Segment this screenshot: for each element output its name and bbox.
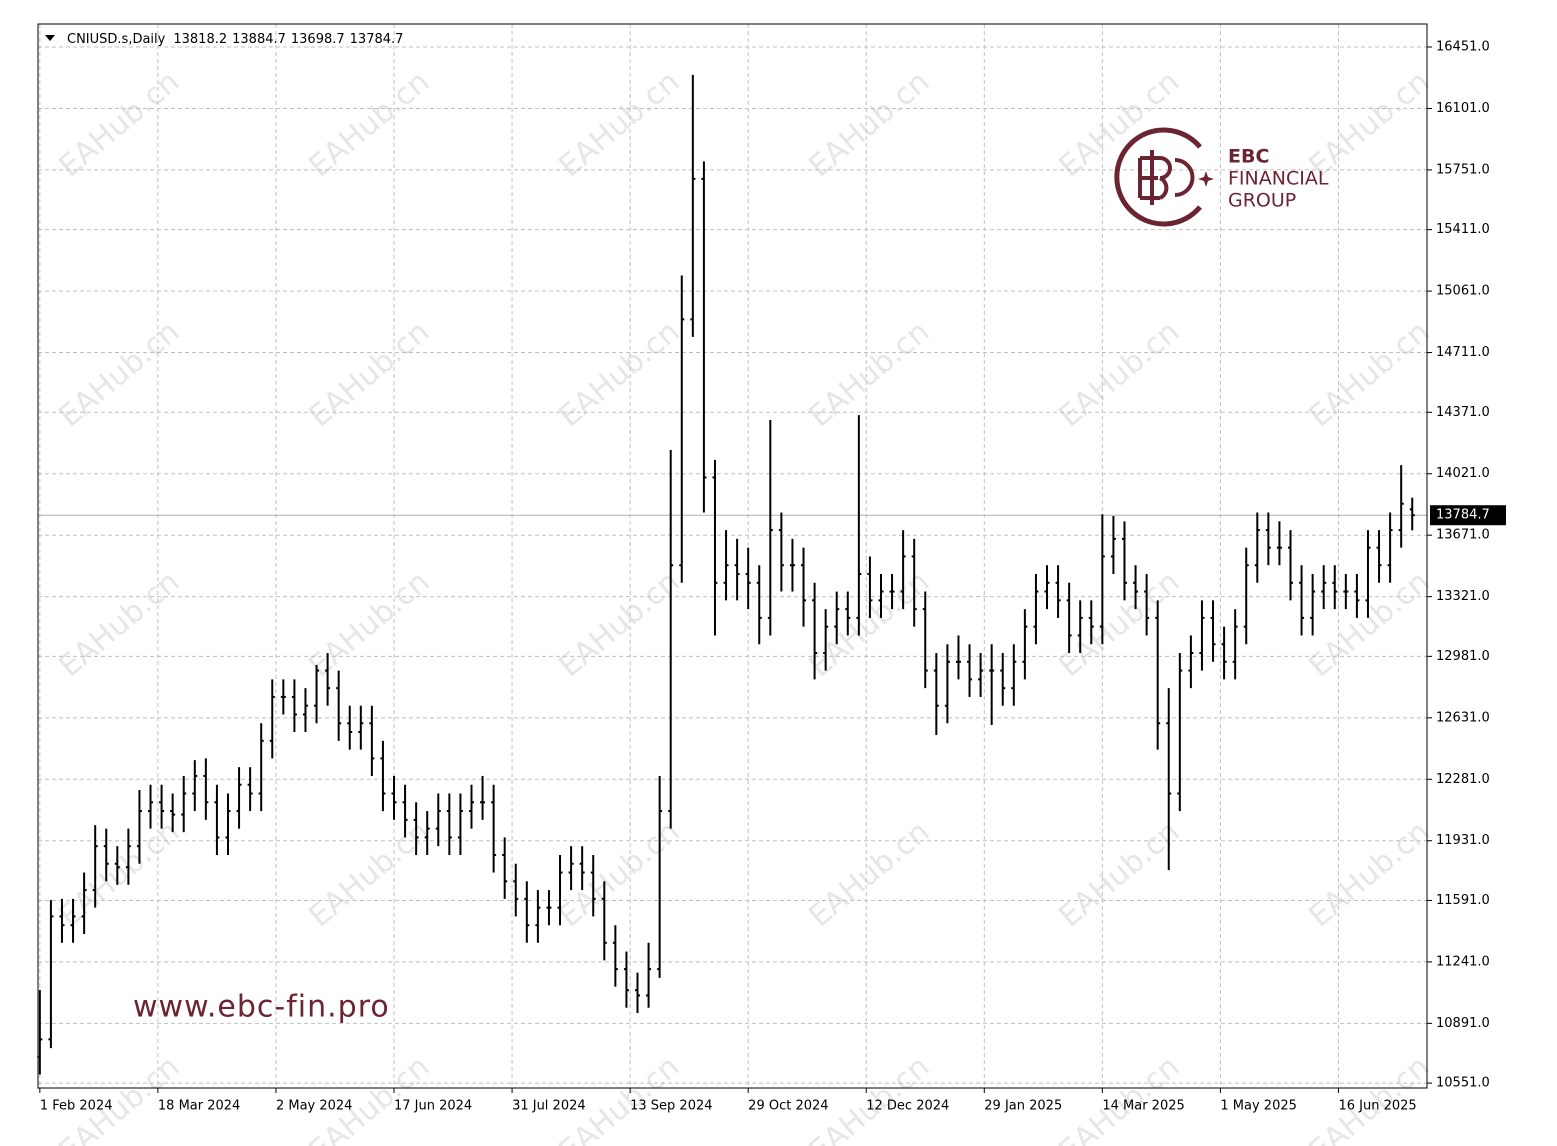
bars [37,74,1415,1075]
watermark: EAHub.cn [53,314,187,434]
watermark: EAHub.cn [1053,814,1187,934]
y-tick-label: 16451.0 [1436,40,1490,55]
y-tick-label: 13321.0 [1436,589,1490,604]
menu-arrow[interactable] [45,35,55,41]
y-tick-label: 10551.0 [1436,1076,1490,1091]
watermark: EAHub.cn [303,64,437,184]
watermark: EAHub.cn [1553,564,1557,684]
watermarks: EAHub.cn EAHub.cn EAHub.cn EAHub.cn EAHub.cn… [53,64,1557,1146]
watermark: EAHub.cn [1303,314,1437,434]
watermark: EAHub.cn [303,564,437,684]
x-tick-label: 17 Jun 2024 [394,1099,472,1114]
watermark: EAHub.cn [803,64,937,184]
chart-title: CNIUSD.s,Daily [67,32,166,47]
watermark: EAHub.cn [1553,1049,1557,1146]
y-tick-label: 12631.0 [1436,710,1490,725]
logo-text: EBC [1228,146,1269,168]
watermark: EAHub.cn [1553,314,1557,434]
y-tick-label: 16101.0 [1436,101,1490,116]
y-tick-label: 12981.0 [1436,649,1490,664]
watermark: EAHub.cn [1303,564,1437,684]
x-tick-label: 1 May 2025 [1220,1099,1297,1114]
watermark: EAHub.cn [1053,314,1187,434]
y-tick-label: 15061.0 [1436,284,1490,299]
watermark: EAHub.cn [1553,814,1557,934]
x-tick-label: 18 Mar 2024 [158,1099,240,1114]
y-tick-label: 14371.0 [1436,405,1490,420]
x-tick-label: 31 Jul 2024 [512,1099,586,1114]
watermark: EAHub.cn [553,814,687,934]
watermark: EAHub.cn [1053,564,1187,684]
y-tick-label: 10891.0 [1436,1016,1490,1031]
watermark: EAHub.cn [553,564,687,684]
y-tick-label: 14021.0 [1436,466,1490,481]
logo-text: FINANCIAL [1228,168,1329,190]
watermark: EAHub.cn [1553,64,1557,184]
x-tick-label: 16 Jun 2025 [1338,1099,1416,1114]
x-tick-label: 12 Dec 2024 [866,1099,949,1114]
watermark: EAHub.cn [303,314,437,434]
header-open: 13818.2 [173,32,227,47]
watermark: EAHub.cn [803,314,937,434]
watermark: EAHub.cn [53,64,187,184]
watermark: EAHub.cn [803,814,937,934]
y-tick-label: 11241.0 [1436,954,1490,969]
x-tick-label: 1 Feb 2024 [40,1099,113,1114]
y-tick-label: 15751.0 [1436,162,1490,177]
header-close: 13784.7 [350,32,404,47]
x-tick-label: 29 Jan 2025 [984,1099,1062,1114]
y-tick-label: 11591.0 [1436,893,1490,908]
watermark: EAHub.cn [1303,814,1437,934]
website: www.ebc-fin.pro [133,990,390,1025]
header-low: 13698.7 [291,32,345,47]
chart-header: CNIUSD.s,Daily 13818.2 13884.7 13698.7 13784… [67,32,403,47]
current-price-label: 13784.7 [1436,508,1490,523]
logo-star [1198,171,1214,187]
y-tick-label: 14711.0 [1436,345,1490,360]
header-high: 13884.7 [232,32,286,47]
logo: EBC FINANCIAL GROUP [1114,127,1329,227]
x-tick-label: 14 Mar 2025 [1102,1099,1184,1114]
x-tick-label: 2 May 2024 [276,1099,353,1114]
logo-ring [1114,127,1202,227]
watermark: EAHub.cn [1303,64,1437,184]
y-tick-label: 15411.0 [1436,222,1490,237]
x-tick-label: 29 Oct 2024 [748,1099,828,1114]
grid [38,24,1427,1088]
current-price-box [1430,505,1506,526]
watermark: EAHub.cn [53,564,187,684]
plot-frame [37,23,1428,1089]
logo-text: GROUP [1228,190,1296,212]
watermark: EAHub.cn [553,64,687,184]
y-tick-label: 13671.0 [1436,528,1490,543]
logo-mark [1138,150,1195,205]
y-tick-label: 12281.0 [1436,772,1490,787]
x-tick-label: 13 Sep 2024 [630,1099,712,1114]
y-tick-label: 11931.0 [1436,833,1490,848]
watermark: EAHub.cn [553,314,687,434]
